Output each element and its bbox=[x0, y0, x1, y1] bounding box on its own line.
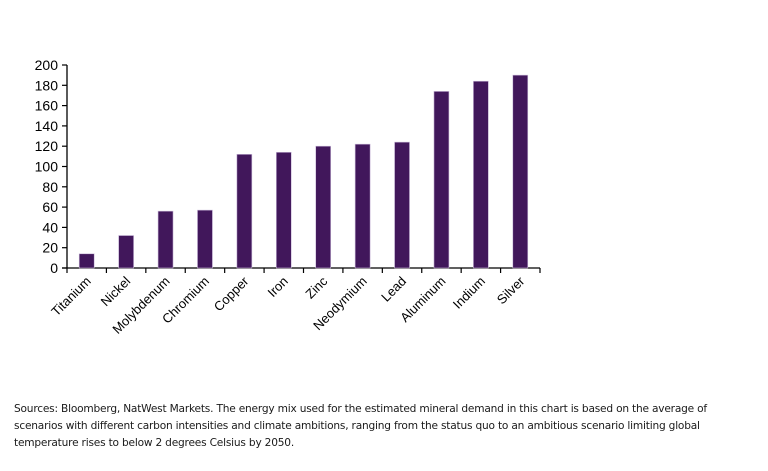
bar-nickel bbox=[118, 235, 134, 269]
y-tick-label: 140 bbox=[35, 118, 59, 134]
bar-zinc bbox=[315, 145, 331, 269]
bar-iron bbox=[276, 151, 292, 269]
x-tick-label: Silver bbox=[494, 273, 528, 307]
x-tick-label: Indium bbox=[450, 274, 488, 312]
y-tick-label: 100 bbox=[35, 159, 59, 175]
x-tick-label: Lead bbox=[378, 274, 409, 305]
bar-molybdenum bbox=[157, 210, 174, 269]
y-tick-label: 0 bbox=[50, 260, 58, 276]
bar-lead bbox=[394, 141, 410, 269]
bar-neodymium bbox=[354, 143, 371, 269]
x-tick-label: Titanium bbox=[48, 274, 94, 320]
y-tick-label: 180 bbox=[35, 77, 59, 93]
bar-silver bbox=[512, 74, 529, 269]
x-tick-label: Zinc bbox=[302, 273, 330, 301]
bar-aluminum bbox=[433, 91, 450, 269]
x-axis bbox=[62, 267, 541, 273]
y-tick-label: 120 bbox=[35, 138, 59, 154]
y-tick-label: 160 bbox=[35, 98, 59, 114]
y-tick-label: 80 bbox=[42, 179, 58, 195]
bar-chromium bbox=[197, 209, 213, 269]
bar-chart: 0 20 40 60 80 100 120 140 160 180 200 Titanium Nick… bbox=[35, 57, 541, 337]
y-tick-label: 40 bbox=[42, 219, 58, 235]
y-tick-label: 200 bbox=[35, 57, 59, 73]
x-tick-label: Nickel bbox=[98, 273, 134, 309]
y-tick-label: 60 bbox=[42, 199, 58, 215]
bar-copper bbox=[236, 154, 253, 269]
source-caption: Sources: Bloomberg, NatWest Markets. The… bbox=[14, 403, 707, 449]
bar-titanium bbox=[78, 253, 95, 269]
y-tick-label: 20 bbox=[42, 240, 58, 256]
bars bbox=[78, 74, 529, 269]
y-axis: 0 20 40 60 80 100 120 140 160 180 200 bbox=[35, 57, 68, 276]
x-tick-label: Copper bbox=[211, 273, 252, 314]
bar-indium bbox=[473, 80, 489, 269]
x-tick-label: Iron bbox=[264, 274, 290, 300]
